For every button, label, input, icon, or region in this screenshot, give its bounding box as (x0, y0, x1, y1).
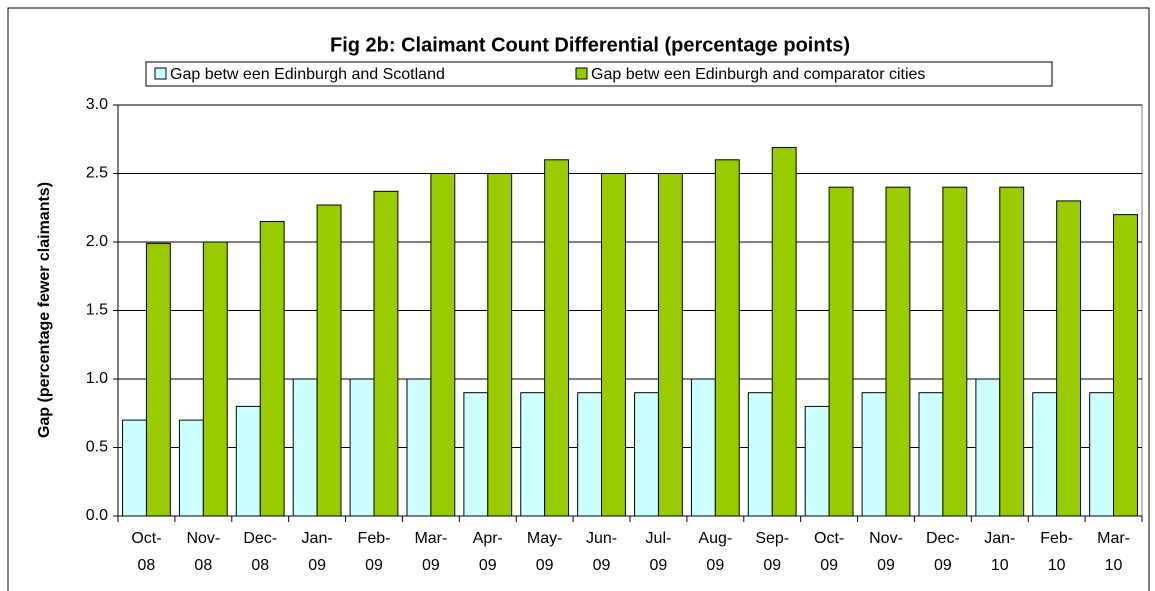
bar (259, 220, 285, 517)
bar (771, 146, 797, 517)
x-tick-label: Jun-09 (586, 530, 617, 574)
bar (178, 419, 204, 517)
x-tick-label: Nov-08 (186, 530, 220, 574)
bar (1089, 392, 1115, 517)
bar (463, 392, 489, 517)
bar (657, 173, 683, 517)
x-tick-label: Mar-09 (414, 530, 447, 574)
y-tick-label: 1.5 (86, 302, 108, 319)
bar (406, 378, 432, 517)
bar (747, 392, 773, 517)
bar (430, 173, 456, 517)
bar (316, 204, 342, 517)
bar (828, 186, 854, 517)
legend-swatch (575, 67, 588, 80)
y-tick-label: 2.0 (86, 233, 108, 250)
x-tick-label: Jul-09 (646, 530, 672, 574)
x-tick-label: May-09 (527, 530, 563, 574)
bar (690, 378, 716, 517)
bar (520, 392, 546, 517)
bar (122, 419, 147, 517)
y-tick-label: 0.5 (86, 439, 108, 456)
bar (918, 392, 944, 517)
bar (942, 186, 968, 517)
bar (1056, 200, 1082, 517)
x-tick-label: Oct-08 (131, 530, 161, 574)
x-tick-label: Jan-10 (984, 530, 1015, 574)
bar (292, 378, 318, 517)
y-tick-label: 0.0 (86, 507, 108, 524)
x-tick-label: Dec-08 (243, 530, 277, 574)
bar (1113, 214, 1138, 517)
bar (202, 241, 228, 517)
x-tick-label: Nov-09 (869, 530, 903, 574)
chart-title: Fig 2b: Claimant Count Differential (per… (330, 34, 850, 56)
legend-label: Gap betw een Edinburgh and comparator ci… (591, 66, 925, 83)
x-tick-label: Oct-09 (814, 530, 844, 574)
x-tick-label: Aug-09 (698, 530, 732, 574)
x-tick-label: Apr-09 (473, 530, 503, 574)
y-tick-label: 3.0 (86, 96, 108, 113)
bar (975, 378, 1001, 517)
y-tick-label: 1.0 (86, 370, 108, 387)
legend-swatch (154, 67, 167, 80)
x-tick-label: Jan-09 (302, 530, 333, 574)
bar (1032, 392, 1058, 517)
bar (487, 173, 513, 517)
bar (804, 405, 830, 517)
legend-box (145, 61, 1053, 87)
legend-label: Gap betw een Edinburgh and Scotland (170, 66, 445, 83)
bar (349, 378, 375, 517)
bar (235, 405, 261, 517)
x-tick-label: Feb-10 (1040, 530, 1073, 574)
x-tick-label: Sep-09 (755, 530, 789, 574)
x-tick-label: Dec-09 (926, 530, 960, 574)
bar (714, 159, 740, 517)
bar (373, 190, 399, 517)
bar (999, 186, 1025, 517)
x-tick-label: Feb-09 (358, 530, 391, 574)
bar (885, 186, 911, 517)
bar (634, 392, 659, 517)
bar (577, 392, 603, 517)
bar (861, 392, 887, 517)
y-axis-label: Gap (percentage fewer claimants) (36, 182, 53, 438)
bar (145, 242, 171, 517)
bar (601, 173, 626, 517)
x-tick-label: Mar-10 (1097, 530, 1130, 574)
bar (544, 159, 570, 517)
y-tick-label: 2.5 (86, 165, 108, 182)
